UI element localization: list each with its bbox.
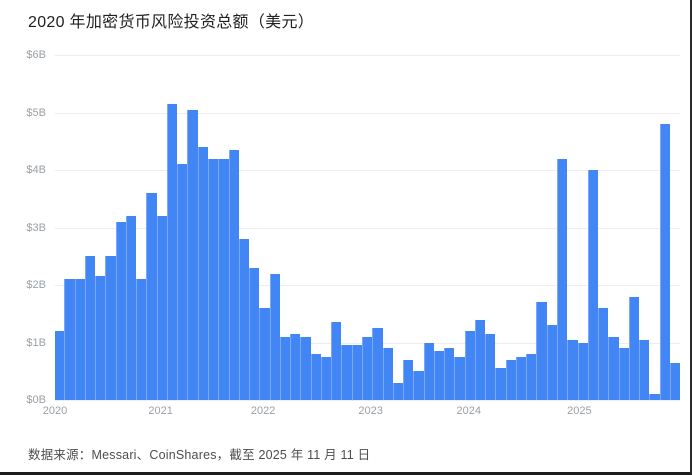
bar bbox=[423, 342, 434, 400]
bar bbox=[639, 339, 650, 400]
bar bbox=[659, 124, 670, 400]
bar bbox=[55, 331, 65, 400]
y-axis-label: $3B bbox=[26, 221, 46, 234]
bar bbox=[197, 147, 208, 400]
bar bbox=[485, 333, 496, 400]
gridline bbox=[55, 285, 680, 286]
bar bbox=[628, 296, 640, 400]
bar bbox=[279, 336, 291, 400]
bar bbox=[269, 273, 280, 400]
bar bbox=[536, 302, 547, 400]
bar bbox=[290, 333, 301, 400]
x-axis-label: 2023 bbox=[358, 405, 383, 417]
y-axis-label: $0B bbox=[26, 394, 46, 406]
bar bbox=[587, 170, 599, 400]
bar bbox=[320, 356, 332, 400]
bar bbox=[177, 164, 188, 400]
bar bbox=[125, 216, 137, 400]
bar bbox=[598, 308, 609, 400]
bar bbox=[464, 331, 475, 400]
bar bbox=[64, 279, 75, 400]
bar bbox=[228, 149, 239, 400]
page-title: 2020 年加密货币风险投资总额（美元） bbox=[28, 14, 315, 31]
bar bbox=[608, 336, 619, 400]
chart-plot-area bbox=[55, 55, 681, 401]
bar bbox=[249, 267, 260, 400]
bar bbox=[444, 348, 455, 400]
bar bbox=[505, 359, 516, 400]
bar bbox=[392, 382, 404, 400]
y-axis-label: $4B bbox=[26, 164, 46, 176]
x-axis-label: 2025 bbox=[567, 405, 592, 417]
bar bbox=[146, 193, 157, 400]
source-note: 数据来源：Messari、CoinShares，截至 2025 年 11 月 1… bbox=[28, 448, 371, 462]
gridline bbox=[55, 112, 680, 114]
bar bbox=[95, 276, 106, 400]
bar bbox=[372, 328, 383, 400]
x-axis-label: 2022 bbox=[250, 405, 276, 417]
bar bbox=[351, 345, 362, 400]
bar bbox=[567, 339, 578, 400]
x-axis-label: 2024 bbox=[456, 405, 481, 417]
bar bbox=[515, 356, 527, 400]
bar bbox=[74, 279, 85, 400]
bar bbox=[413, 371, 424, 400]
x-axis-label: 2020 bbox=[42, 405, 68, 417]
y-axis-label: $2B bbox=[26, 279, 46, 291]
bar bbox=[300, 336, 311, 400]
y-axis-label: $1B bbox=[26, 336, 46, 349]
gridline bbox=[55, 170, 680, 171]
bar bbox=[546, 325, 558, 400]
bar bbox=[474, 319, 486, 400]
x-axis-label: 2021 bbox=[148, 405, 173, 417]
bar bbox=[361, 336, 373, 400]
bar bbox=[310, 354, 321, 400]
bar bbox=[557, 158, 568, 400]
bar bbox=[238, 239, 250, 400]
bar bbox=[115, 221, 126, 400]
bar bbox=[259, 308, 270, 400]
bar bbox=[526, 354, 537, 400]
gridline bbox=[55, 400, 680, 401]
bar bbox=[454, 356, 465, 400]
bar bbox=[577, 342, 588, 400]
bar bbox=[382, 348, 393, 400]
bar bbox=[403, 359, 414, 400]
bar bbox=[433, 351, 445, 400]
bar bbox=[669, 362, 681, 400]
y-axis-label: $5B bbox=[26, 106, 46, 119]
y-axis-label: $6B bbox=[26, 49, 46, 61]
bar bbox=[618, 348, 629, 400]
bar bbox=[331, 322, 342, 400]
bar bbox=[105, 256, 116, 400]
bar bbox=[649, 394, 660, 400]
bar bbox=[166, 103, 178, 400]
bar bbox=[187, 109, 198, 400]
gridline bbox=[55, 55, 680, 56]
bar bbox=[207, 158, 219, 400]
bar bbox=[84, 256, 96, 400]
bars bbox=[55, 55, 681, 400]
bar bbox=[341, 345, 352, 400]
bar bbox=[136, 279, 147, 400]
bar bbox=[495, 368, 506, 400]
bar bbox=[156, 216, 167, 400]
bar bbox=[218, 158, 229, 400]
gridline bbox=[55, 227, 680, 229]
